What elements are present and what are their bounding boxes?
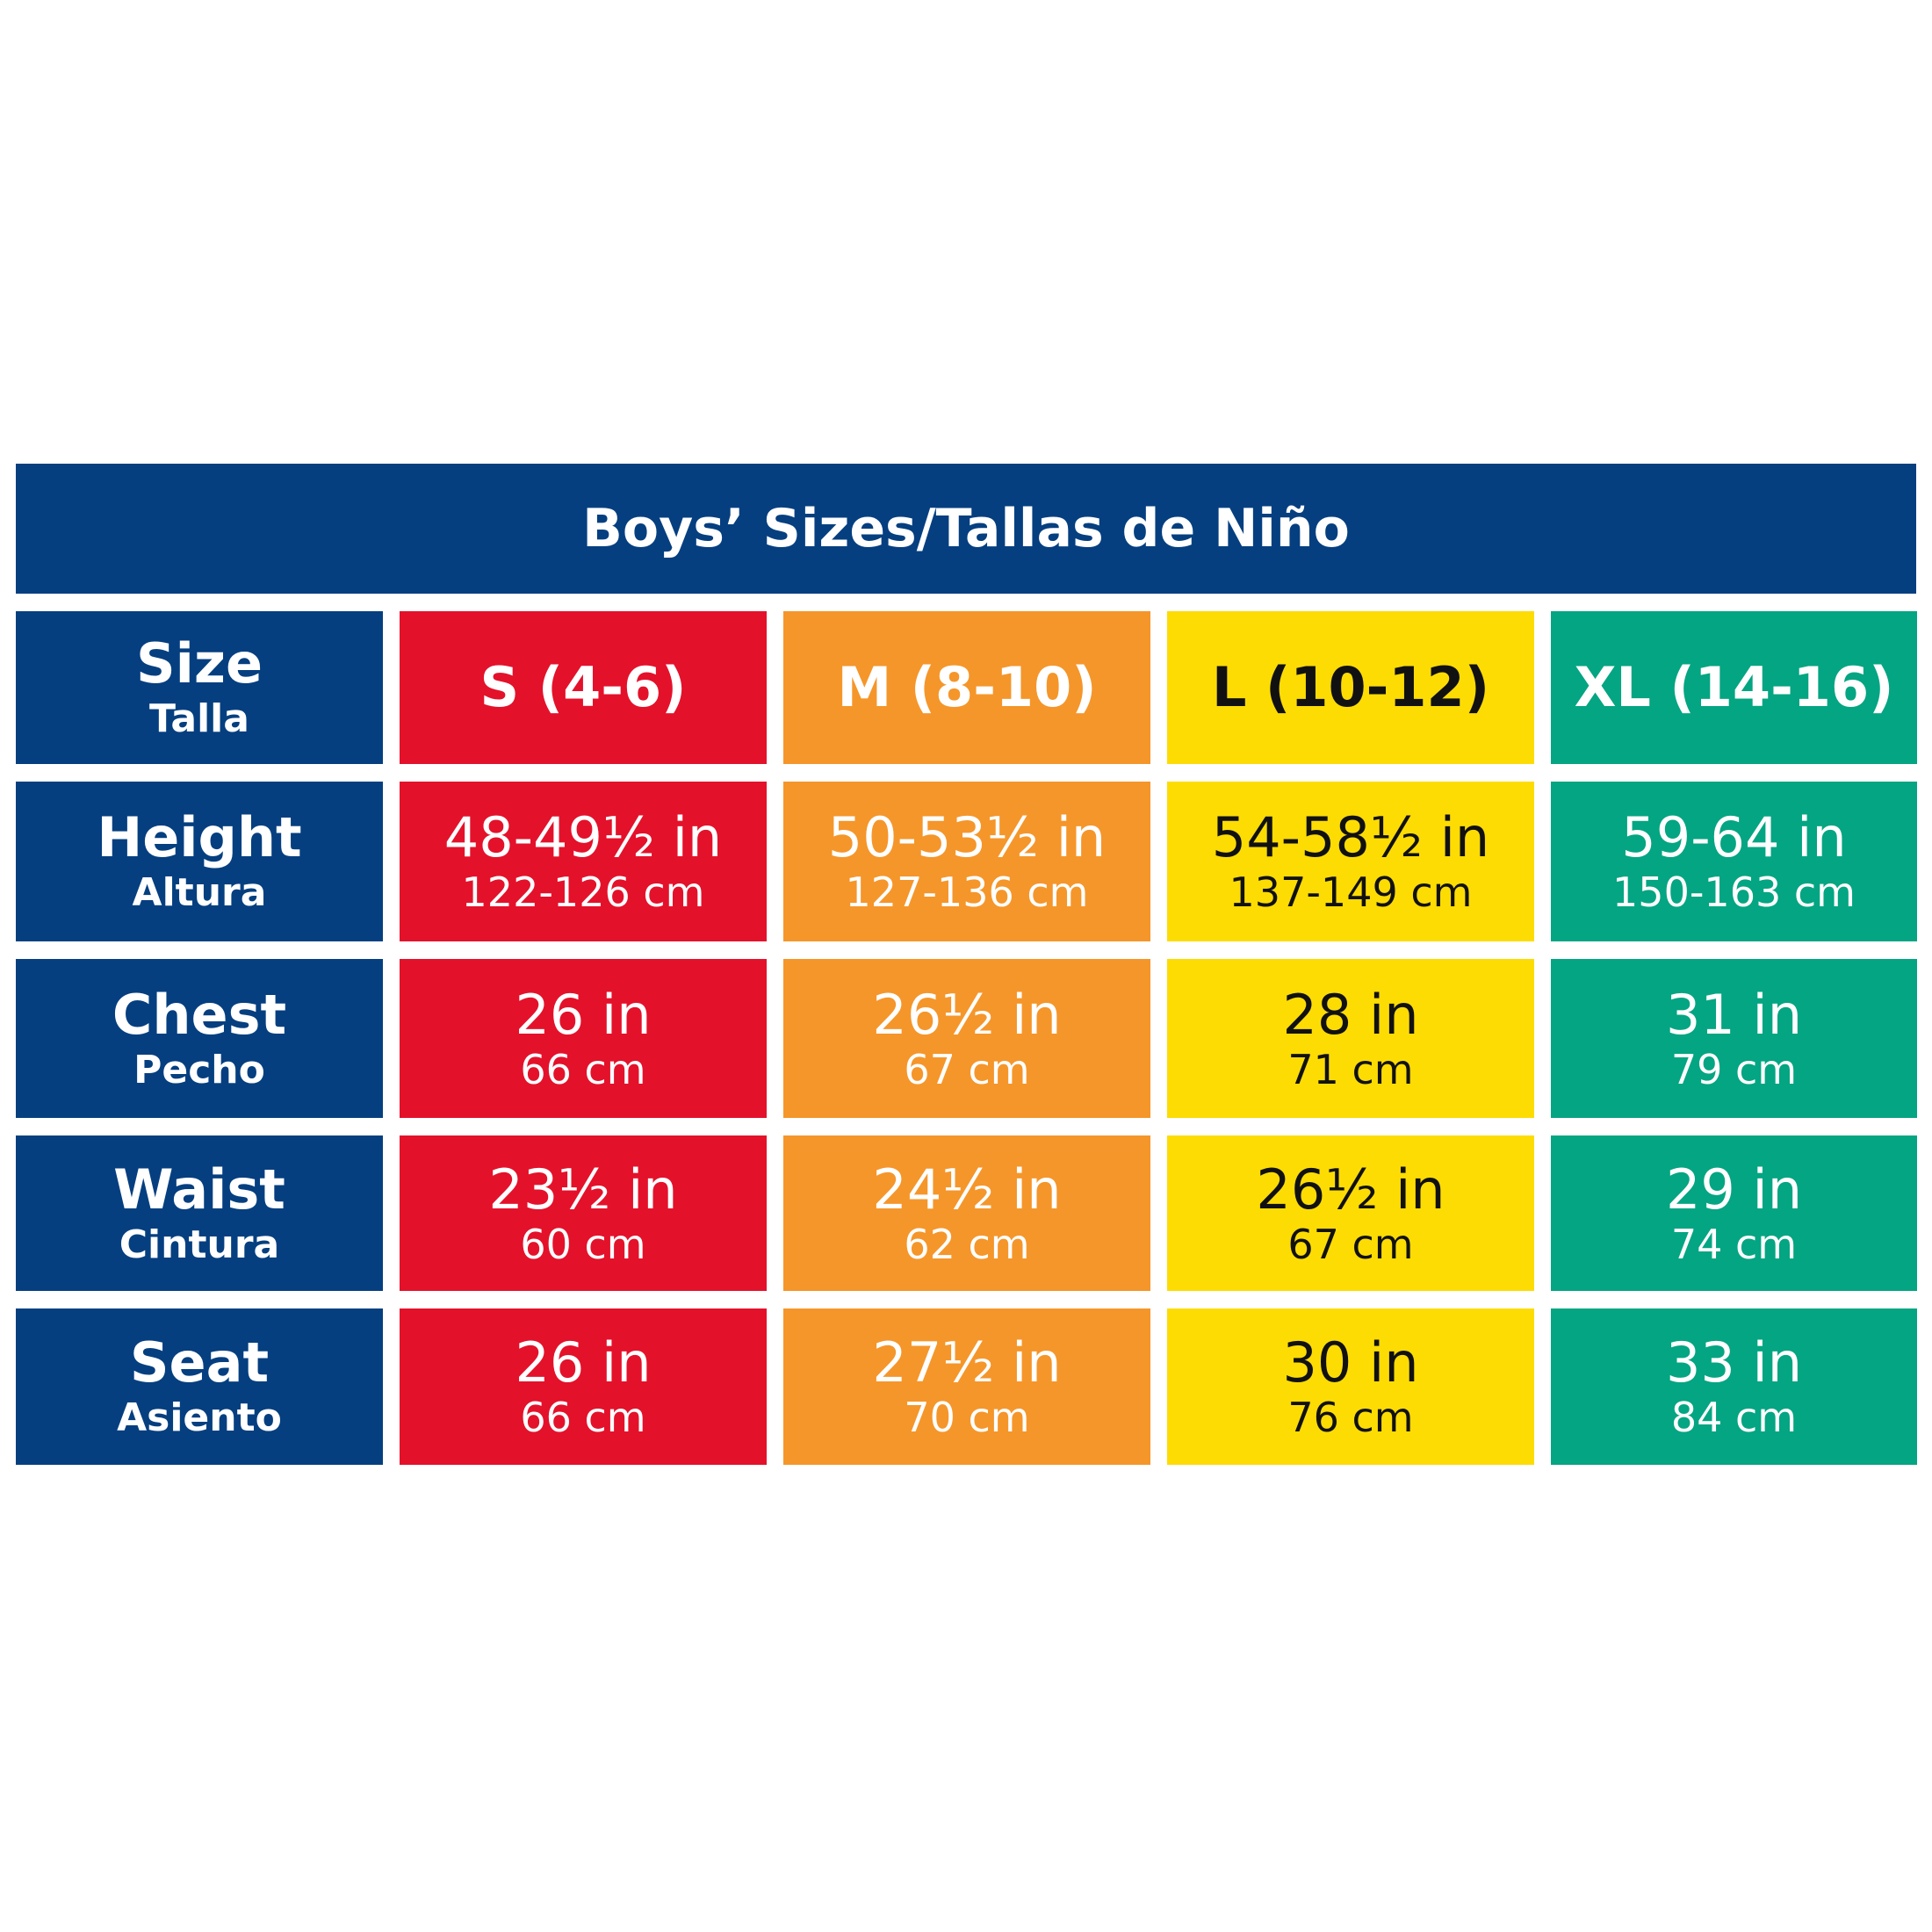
size-header: L (10-12) bbox=[1167, 611, 1534, 764]
row-label-cell: Waist Cintura bbox=[16, 1135, 383, 1291]
inches: 50-53½ in bbox=[827, 805, 1107, 870]
measure-cell: 54-58½ in 137-149 cm bbox=[1167, 782, 1534, 941]
row-sublabel: Pecho bbox=[133, 1047, 265, 1092]
size-header: S (4-6) bbox=[400, 611, 767, 764]
header-label: Size bbox=[135, 631, 263, 696]
measure-cell: 59-64 in 150-163 cm bbox=[1551, 782, 1917, 941]
inches: 23½ in bbox=[488, 1157, 678, 1222]
centimeters: 71 cm bbox=[1287, 1045, 1414, 1093]
centimeters: 67 cm bbox=[1287, 1220, 1414, 1268]
inches: 24½ in bbox=[872, 1157, 1062, 1222]
inches: 27½ in bbox=[872, 1330, 1062, 1395]
size-header: XL (14-16) bbox=[1551, 611, 1917, 764]
centimeters: 60 cm bbox=[520, 1220, 646, 1268]
inches: 26½ in bbox=[872, 982, 1062, 1047]
inches: 48-49½ in bbox=[443, 805, 723, 870]
centimeters: 127-136 cm bbox=[845, 869, 1089, 917]
centimeters: 70 cm bbox=[904, 1394, 1030, 1442]
inches: 26 in bbox=[515, 982, 652, 1047]
measure-cell: 26½ in 67 cm bbox=[1167, 1135, 1534, 1291]
centimeters: 150-163 cm bbox=[1612, 869, 1856, 917]
header-label-cell: Size Talla bbox=[16, 611, 383, 764]
measure-cell: 31 in 79 cm bbox=[1551, 959, 1917, 1118]
measure-cell: 26 in 66 cm bbox=[400, 1308, 767, 1465]
chart-title: Boys’ Sizes/Tallas de Niño bbox=[16, 464, 1916, 594]
measure-cell: 28 in 71 cm bbox=[1167, 959, 1534, 1118]
measure-cell: 48-49½ in 122-126 cm bbox=[400, 782, 767, 941]
size-table: Size Talla S (4-6) M (8-10) L (10-12) XL (14-… bbox=[16, 611, 1917, 1465]
size-header: M (8-10) bbox=[783, 611, 1150, 764]
centimeters: 122-126 cm bbox=[461, 869, 705, 917]
row-label: Height bbox=[97, 805, 302, 870]
measure-cell: 23½ in 60 cm bbox=[400, 1135, 767, 1291]
measure-cell: 30 in 76 cm bbox=[1167, 1308, 1534, 1465]
measure-cell: 24½ in 62 cm bbox=[783, 1135, 1150, 1291]
centimeters: 74 cm bbox=[1670, 1220, 1798, 1268]
centimeters: 137-149 cm bbox=[1229, 869, 1473, 917]
measure-cell: 33 in 84 cm bbox=[1551, 1308, 1917, 1465]
centimeters: 76 cm bbox=[1287, 1394, 1414, 1442]
row-label-cell: Height Altura bbox=[16, 782, 383, 941]
measure-cell: 29 in 74 cm bbox=[1551, 1135, 1917, 1291]
centimeters: 66 cm bbox=[520, 1045, 646, 1093]
header-sublabel: Talla bbox=[149, 696, 249, 742]
inches: 29 in bbox=[1665, 1157, 1803, 1222]
inches: 33 in bbox=[1665, 1330, 1803, 1395]
inches: 30 in bbox=[1282, 1330, 1419, 1395]
centimeters: 84 cm bbox=[1670, 1394, 1798, 1442]
row-label: Chest bbox=[112, 982, 287, 1047]
row-label: Seat bbox=[129, 1330, 270, 1395]
inches: 26½ in bbox=[1256, 1157, 1445, 1222]
row-label-cell: Chest Pecho bbox=[16, 959, 383, 1118]
centimeters: 62 cm bbox=[904, 1220, 1030, 1268]
measure-cell: 26½ in 67 cm bbox=[783, 959, 1150, 1118]
measure-cell: 26 in 66 cm bbox=[400, 959, 767, 1118]
inches: 26 in bbox=[515, 1330, 652, 1395]
centimeters: 67 cm bbox=[904, 1045, 1030, 1093]
centimeters: 66 cm bbox=[520, 1394, 646, 1442]
inches: 59-64 in bbox=[1621, 805, 1847, 870]
measure-cell: 50-53½ in 127-136 cm bbox=[783, 782, 1150, 941]
row-sublabel: Cintura bbox=[119, 1222, 280, 1267]
row-label: Waist bbox=[113, 1157, 285, 1222]
row-label-cell: Seat Asiento bbox=[16, 1308, 383, 1465]
row-sublabel: Altura bbox=[132, 870, 267, 916]
inches: 31 in bbox=[1665, 982, 1803, 1047]
row-sublabel: Asiento bbox=[117, 1395, 282, 1441]
inches: 54-58½ in bbox=[1211, 805, 1490, 870]
measure-cell: 27½ in 70 cm bbox=[783, 1308, 1150, 1465]
centimeters: 79 cm bbox=[1670, 1045, 1798, 1093]
inches: 28 in bbox=[1282, 982, 1419, 1047]
